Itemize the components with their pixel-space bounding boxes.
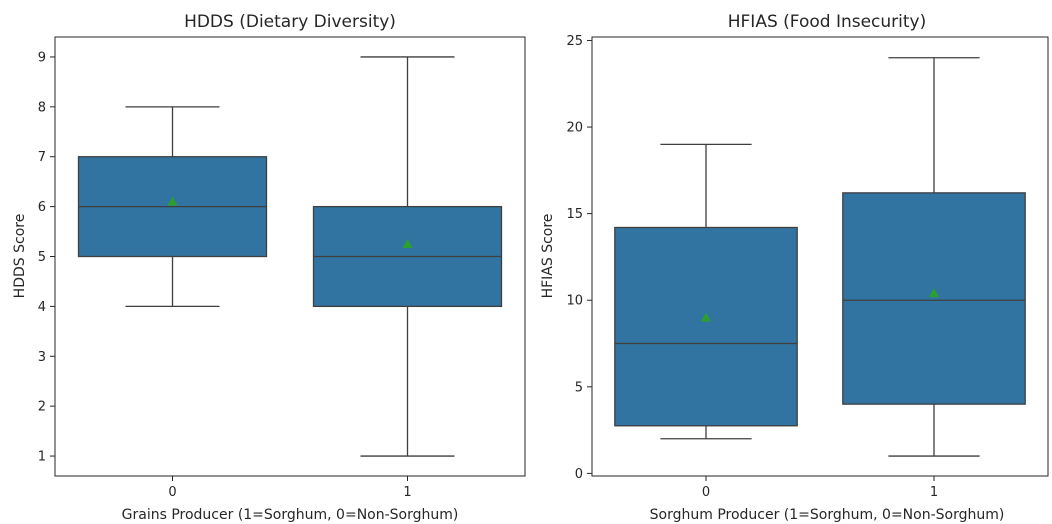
hdds-box-1-mean-marker	[402, 239, 413, 249]
hfias-chart-title: HFIAS (Food Insecurity)	[728, 12, 927, 32]
hfias-x-tick-label: 1	[930, 485, 938, 500]
hdds-boxes	[77, 56, 503, 457]
hdds-y-tick-label: 9	[38, 50, 46, 65]
hdds-y-tick-label: 4	[38, 300, 46, 315]
hdds-y-ticks: 1 2 3 4 5 6 7 8 9	[38, 50, 55, 465]
hfias-y-tick-label: 25	[566, 34, 583, 49]
hfias-subplot: HFIAS (Food Insecurity) Sorghum Producer…	[540, 12, 1049, 523]
hfias-box-0-mean-marker	[701, 312, 711, 322]
hdds-x-axis-label: Grains Producer (1=Sorghum, 0=Non-Sorghu…	[122, 507, 459, 523]
hdds-y-tick-label: 3	[38, 350, 46, 365]
hdds-y-axis-label: HDDS Score	[12, 214, 28, 299]
hfias-y-axis-label: HFIAS Score	[540, 214, 556, 299]
hdds-y-tick-label: 2	[38, 400, 46, 415]
hfias-box-1-mean-marker	[929, 288, 939, 298]
hdds-y-tick-label: 7	[38, 150, 46, 165]
hfias-x-axis-label: Sorghum Producer (1=Sorghum, 0=Non-Sorgh…	[650, 507, 1005, 523]
hfias-x-tick-label: 0	[702, 485, 710, 500]
hdds-subplot: HDDS (Dietary Diversity) Grains Producer…	[12, 12, 526, 523]
hfias-y-tick-label: 15	[566, 207, 583, 222]
hfias-y-tick-label: 10	[566, 294, 583, 309]
hdds-y-tick-label: 5	[38, 250, 46, 265]
hfias-y-ticks: 0 5 10 15 20 25	[566, 34, 592, 482]
hfias-y-tick-label: 20	[566, 121, 583, 136]
hdds-y-tick-label: 8	[38, 100, 46, 115]
hdds-x-tick-label: 1	[403, 485, 411, 500]
hdds-y-tick-label: 1	[38, 450, 46, 465]
hdds-x-tick-label: 0	[168, 485, 176, 500]
hfias-y-tick-label: 0	[575, 467, 583, 482]
hdds-y-tick-label: 6	[38, 200, 46, 215]
hdds-box-0-mean-marker	[167, 196, 178, 206]
hfias-box-1-iqr	[842, 192, 1026, 405]
hdds-plot-frame	[54, 36, 526, 477]
hfias-box-0-iqr	[614, 226, 798, 427]
hfias-y-tick-label: 5	[575, 380, 583, 395]
hdds-chart-title: HDDS (Dietary Diversity)	[184, 12, 396, 32]
hfias-boxes	[614, 57, 1026, 457]
hfias-plot-frame	[591, 36, 1049, 477]
